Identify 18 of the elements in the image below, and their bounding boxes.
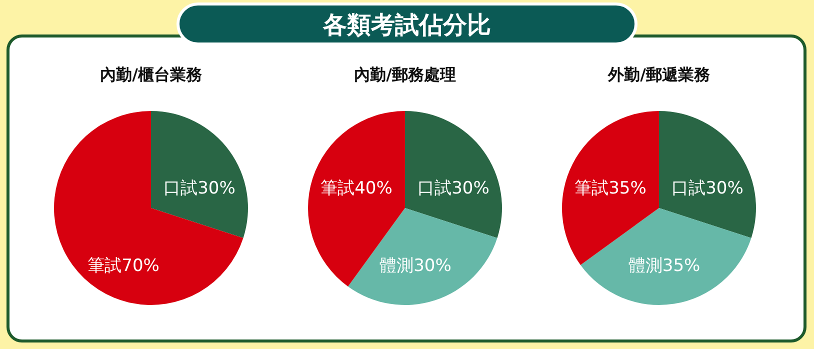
pie-slice xyxy=(580,208,752,305)
slice-label: 筆試35% xyxy=(574,178,646,199)
chart-title: 內勤/櫃台業務 xyxy=(100,65,203,84)
slice-label: 口試30% xyxy=(672,178,744,199)
slice-label: 口試30% xyxy=(418,178,490,199)
pie-slice xyxy=(405,111,502,238)
pie-slice xyxy=(151,111,248,238)
slice-label: 口試30% xyxy=(164,178,236,199)
pie-slice xyxy=(348,208,498,305)
slice-label: 體測35% xyxy=(628,256,700,276)
slice-label: 筆試40% xyxy=(320,178,392,199)
chart-title: 外勤/郵遞業務 xyxy=(607,65,711,84)
pie-slice xyxy=(54,111,244,305)
pie-slice xyxy=(659,111,756,238)
text: 各類考試佔分比 xyxy=(322,11,491,39)
slice-label: 體測30% xyxy=(380,256,452,276)
chart-title: 內勤/郵務處理 xyxy=(354,65,456,84)
slice-label: 筆試70% xyxy=(88,256,160,276)
